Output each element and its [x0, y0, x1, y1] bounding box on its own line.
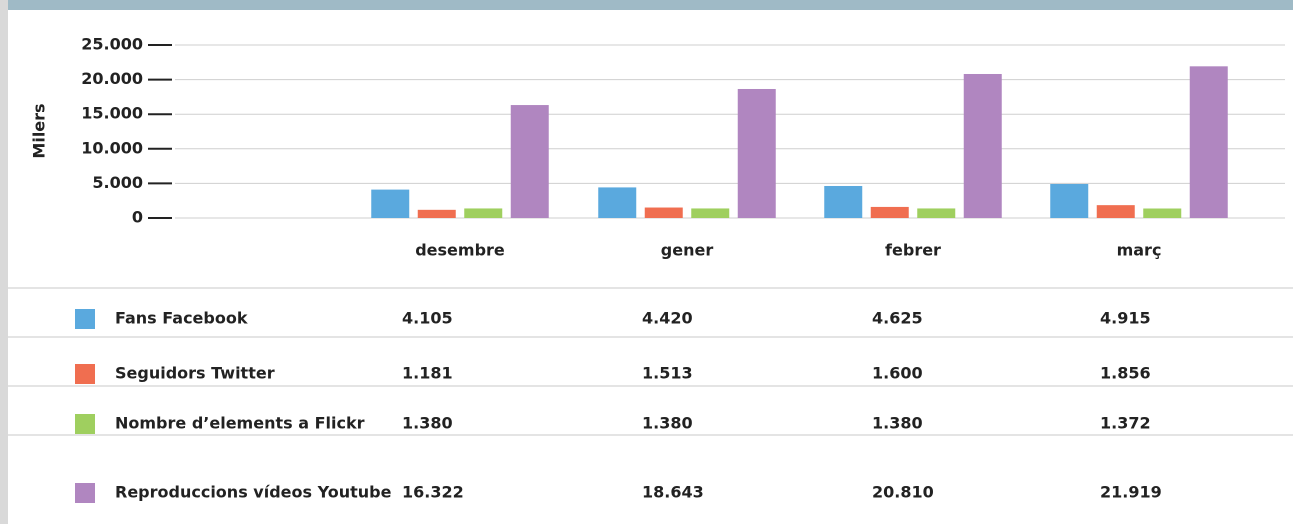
bar	[737, 88, 776, 218]
legend-swatch	[75, 483, 95, 503]
y-axis-label: Milers	[30, 103, 49, 158]
y-tick-label: 25.000	[81, 35, 143, 54]
table-value: 1.380	[642, 414, 693, 433]
y-tick-label: 0	[132, 208, 143, 227]
legend-swatch	[75, 414, 95, 434]
y-tick-label: 10.000	[81, 138, 143, 157]
table-value: 20.810	[872, 483, 934, 502]
bar	[417, 209, 456, 218]
bar	[464, 208, 503, 218]
table-value: 1.181	[402, 364, 453, 383]
legend-label: Seguidors Twitter	[115, 364, 275, 383]
left-bar	[0, 0, 8, 524]
y-tick-label: 15.000	[81, 104, 143, 123]
table-value: 4.420	[642, 309, 693, 328]
legend-label: Fans Facebook	[115, 309, 248, 328]
table-value: 1.856	[1100, 364, 1151, 383]
table-value: 1.380	[402, 414, 453, 433]
table-value: 16.322	[402, 483, 464, 502]
x-tick-label: gener	[661, 241, 714, 260]
top-bar	[0, 0, 1293, 10]
bar	[598, 187, 637, 218]
legend-swatch	[75, 309, 95, 329]
table-value: 1.513	[642, 364, 693, 383]
table-value: 21.919	[1100, 483, 1162, 502]
bar	[1096, 205, 1135, 218]
bar	[963, 73, 1002, 218]
bar	[691, 208, 730, 218]
table-value: 18.643	[642, 483, 704, 502]
legend-swatch	[75, 364, 95, 384]
y-tick-label: 20.000	[81, 69, 143, 88]
bar	[870, 206, 909, 218]
bar	[1143, 208, 1182, 218]
table-value: 1.600	[872, 364, 923, 383]
bar	[644, 207, 683, 218]
x-tick-label: març	[1117, 241, 1162, 260]
table-value: 4.625	[872, 309, 923, 328]
y-tick-label: 5.000	[92, 173, 143, 192]
bar	[510, 105, 549, 218]
bar	[1189, 66, 1228, 218]
bar	[917, 208, 956, 218]
table-value: 4.105	[402, 309, 453, 328]
legend-label: Reproduccions vídeos Youtube	[115, 483, 392, 502]
table-value: 1.372	[1100, 414, 1151, 433]
bar	[371, 189, 410, 218]
bar	[824, 185, 863, 218]
table-value: 4.915	[1100, 309, 1151, 328]
x-tick-label: febrer	[885, 241, 941, 260]
bar	[1050, 183, 1089, 218]
table-value: 1.380	[872, 414, 923, 433]
x-tick-label: desembre	[415, 241, 505, 260]
legend-label: Nombre d’elements a Flickr	[115, 414, 365, 433]
